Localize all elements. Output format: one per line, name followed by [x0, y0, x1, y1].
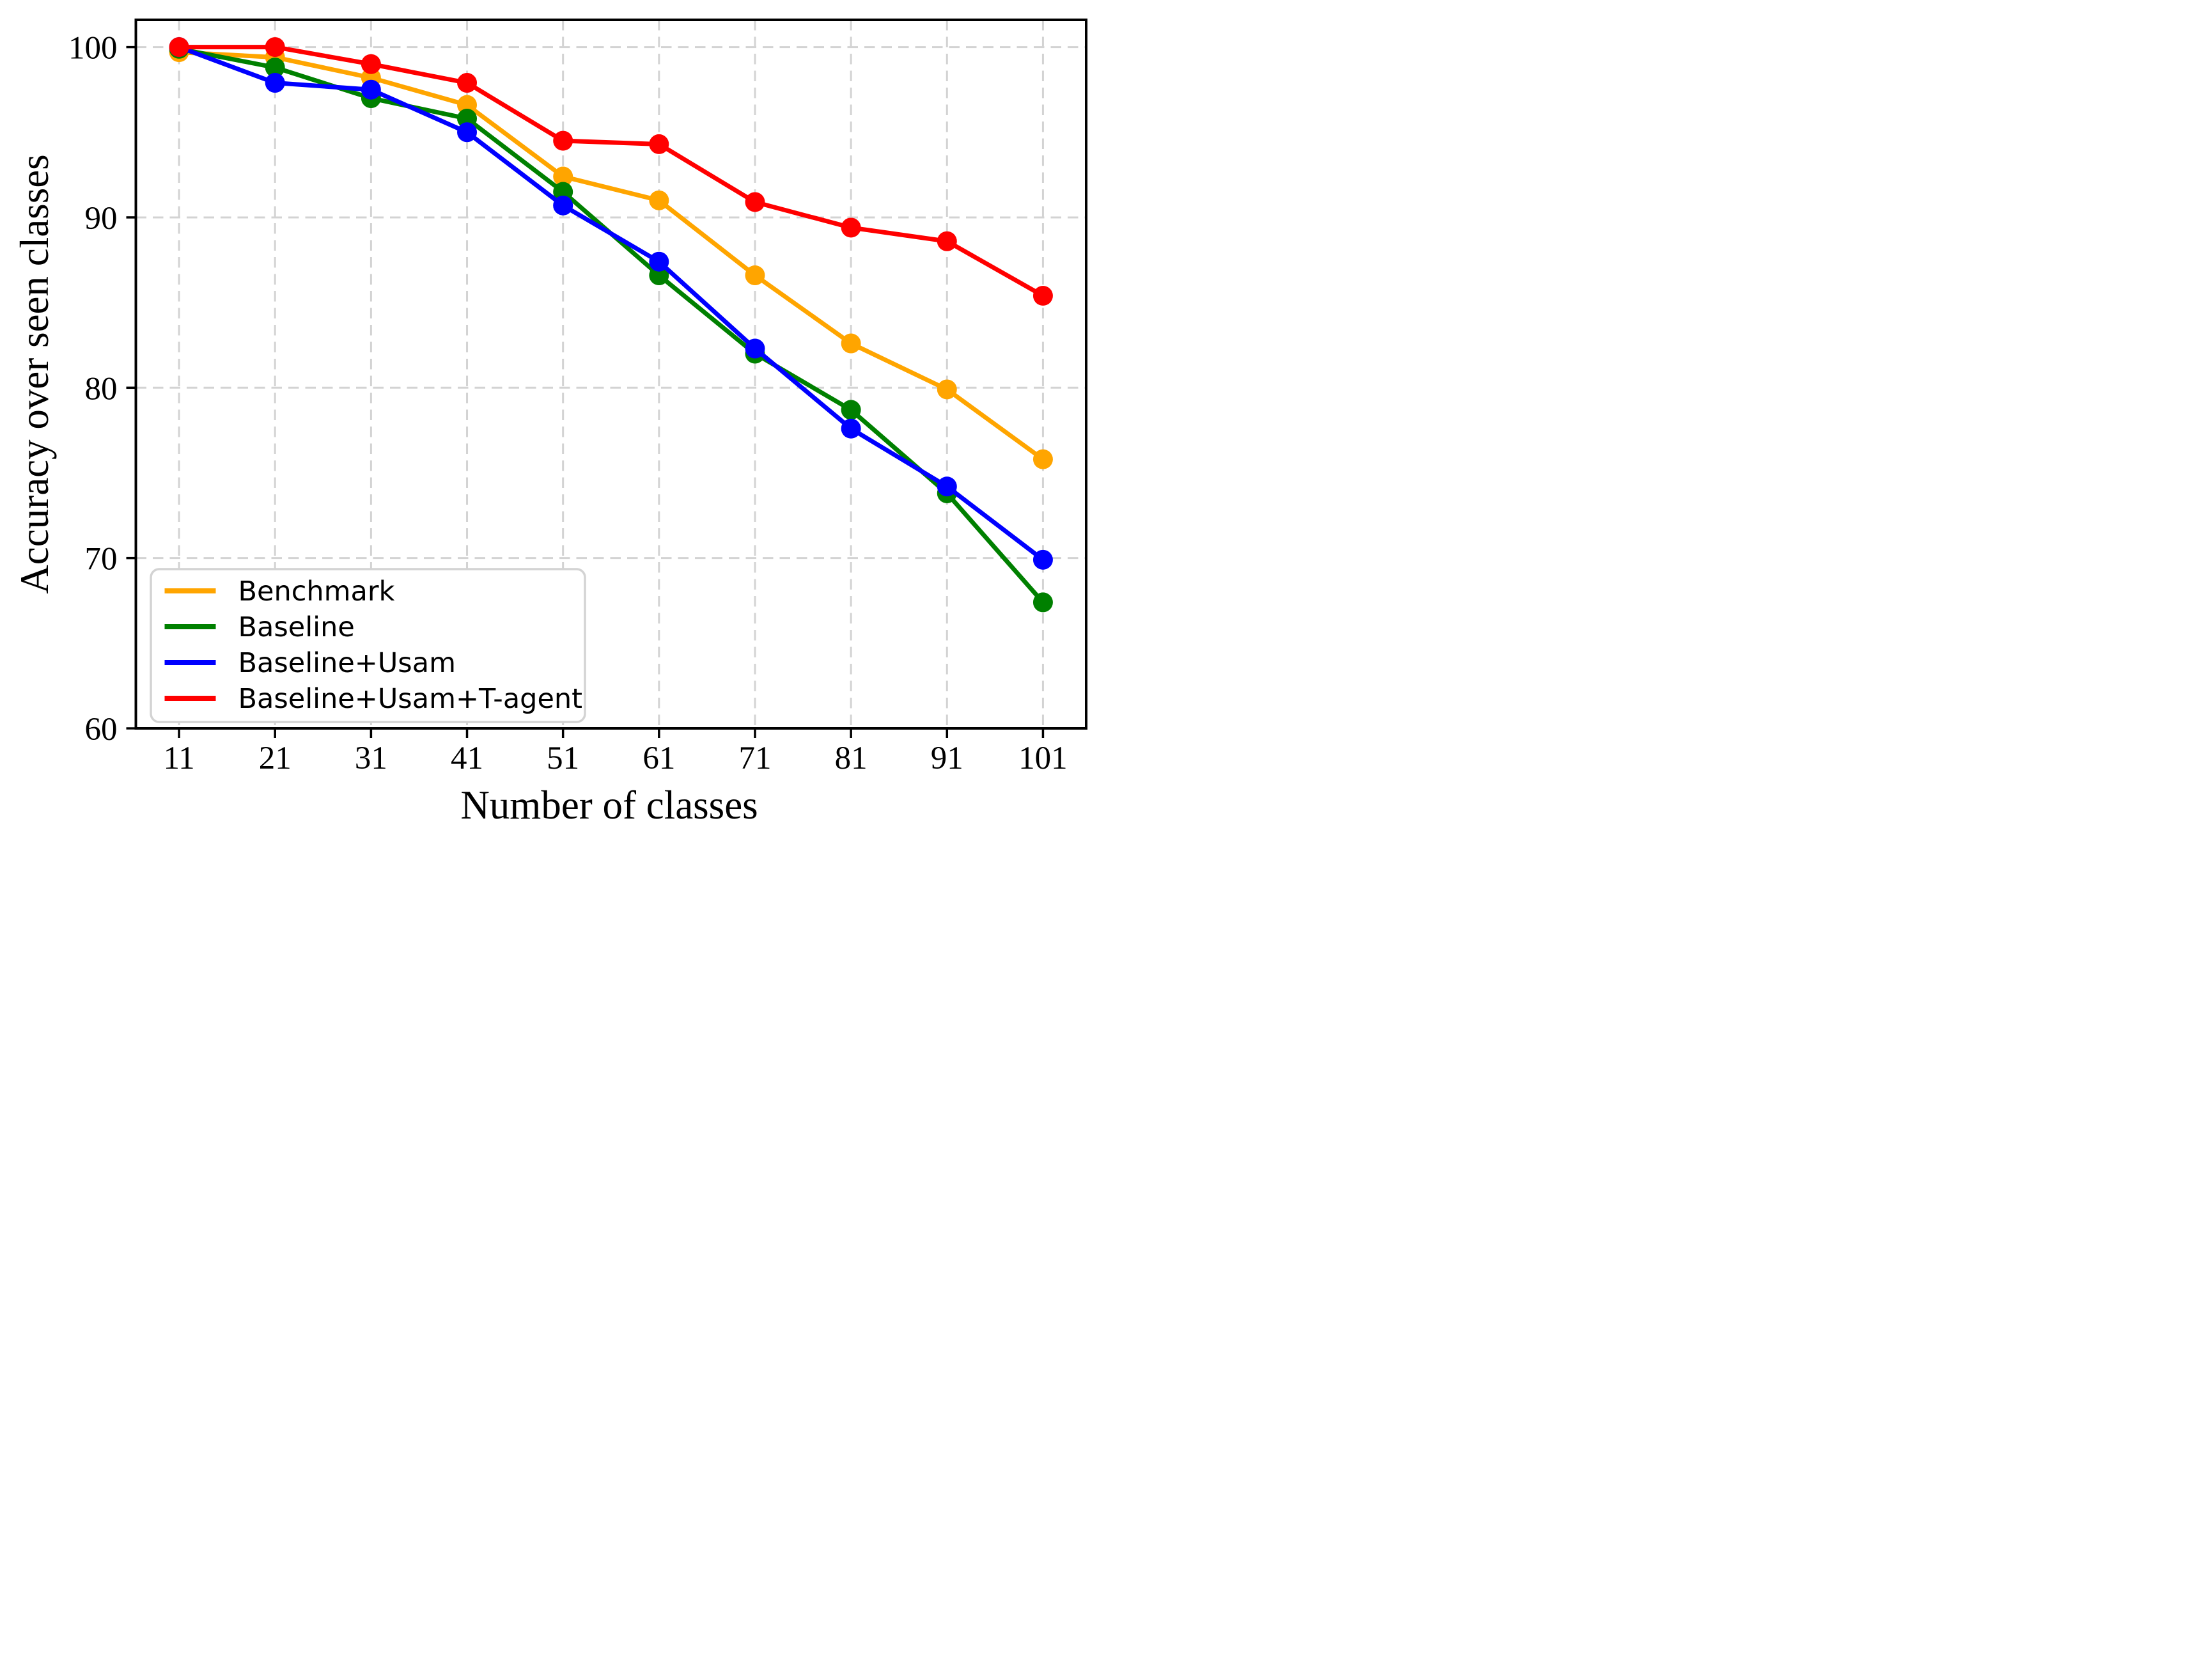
legend: Benchmark Baseline Baseline+Usam Baselin… [150, 568, 586, 723]
tick-layer [126, 45, 1045, 738]
data-point [265, 58, 285, 78]
data-point [553, 166, 573, 187]
data-point [361, 79, 381, 100]
data-point [841, 333, 861, 354]
data-point [457, 122, 478, 143]
legend-label-baseline-usam-t-agent: Baseline+Usam+T-agent [238, 683, 583, 715]
data-point [649, 190, 669, 210]
x-tick-label: 11 [164, 741, 195, 776]
line-chart: 11 21 31 41 51 61 71 81 91 101 60 70 80 90 100 Number … [0, 0, 1106, 839]
data-point [841, 217, 861, 238]
data-point [457, 73, 478, 93]
data-point [265, 37, 285, 58]
data-point [457, 95, 478, 115]
chart-figure: 11 21 31 41 51 61 71 81 91 101 60 70 80 90 100 Number … [0, 0, 1106, 839]
legend-label-baseline: Baseline [238, 611, 355, 643]
y-tick-label: 70 [85, 542, 118, 577]
data-point [457, 108, 478, 129]
y-tick-label: 60 [85, 712, 118, 748]
data-point [649, 265, 669, 286]
x-tick-label: 31 [355, 741, 387, 776]
data-point [265, 73, 285, 93]
plot-border [134, 19, 1087, 730]
x-tick-label: 81 [835, 741, 868, 776]
x-tick-label: 21 [259, 741, 292, 776]
x-tick-label: 61 [643, 741, 675, 776]
tick-label-layer: 11 21 31 41 51 61 71 81 91 101 60 70 80 90 100 [68, 31, 1068, 776]
data-point [649, 134, 669, 154]
data-point [937, 231, 957, 251]
data-point [937, 379, 957, 400]
legend-box [150, 568, 586, 723]
series-line-baseline-usam-t-agent [176, 45, 1045, 298]
series-line-baseline-usam [176, 45, 1045, 562]
data-point [553, 130, 573, 151]
data-point [169, 37, 189, 58]
data-point [841, 400, 861, 420]
y-axis-label: Accuracy over seen classes [12, 154, 57, 593]
x-tick-label: 91 [931, 741, 963, 776]
data-point [361, 54, 381, 74]
x-tick-label: 41 [451, 741, 483, 776]
data-point [649, 251, 669, 272]
data-point [937, 476, 957, 497]
x-tick-label: 101 [1018, 741, 1068, 776]
legend-label-benchmark: Benchmark [238, 576, 395, 608]
data-point [745, 192, 765, 212]
y-tick-label: 100 [68, 31, 118, 67]
data-point [1032, 285, 1053, 306]
legend-label-baseline-usam: Baseline+Usam [238, 647, 456, 679]
data-point [1032, 449, 1053, 469]
grid-layer [136, 20, 1086, 728]
y-tick-label: 80 [85, 371, 118, 407]
data-point [553, 182, 573, 202]
series-line-benchmark [176, 50, 1045, 462]
data-point [745, 265, 765, 286]
x-tick-label: 51 [547, 741, 579, 776]
data-point [1032, 592, 1053, 613]
data-point [553, 195, 573, 216]
y-tick-label: 90 [85, 201, 118, 237]
data-point [1032, 549, 1053, 570]
x-tick-label: 71 [738, 741, 771, 776]
data-point [745, 338, 765, 359]
series-layer [169, 37, 1053, 613]
data-point [841, 418, 861, 439]
x-axis-label: Number of classes [460, 783, 758, 827]
